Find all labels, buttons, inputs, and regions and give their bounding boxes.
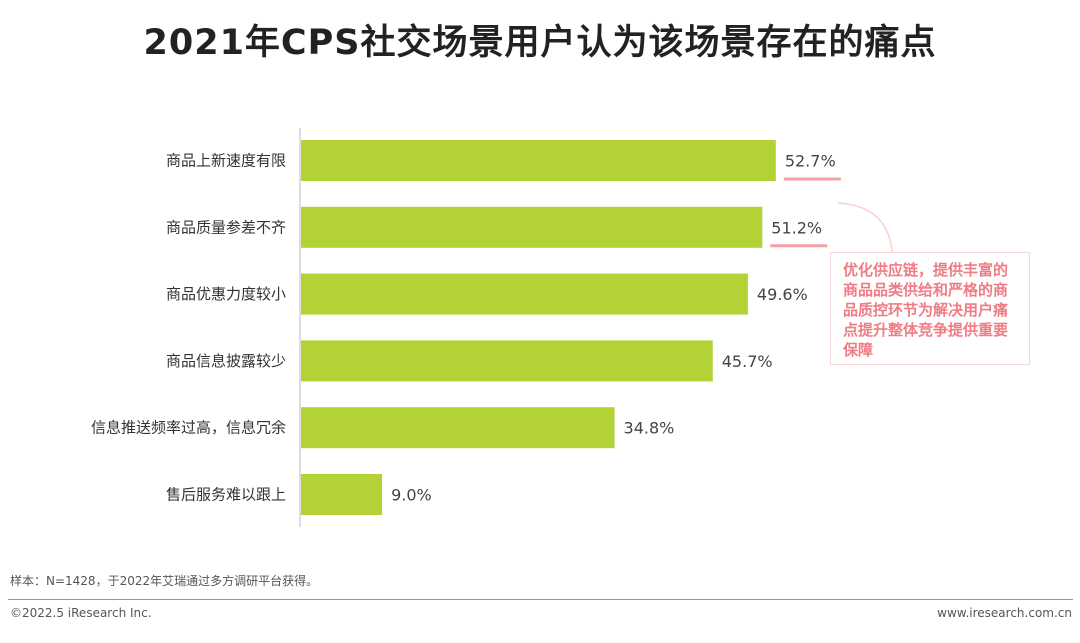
- bar: [301, 206, 763, 248]
- data-label: 49.6%: [757, 285, 808, 304]
- footer-divider: [8, 599, 1073, 600]
- copyright: ©2022.5 iResearch Inc.: [10, 606, 152, 620]
- category-label: 商品优惠力度较小: [166, 285, 286, 303]
- category-label: 商品上新速度有限: [166, 152, 286, 170]
- data-label: 34.8%: [624, 419, 675, 438]
- bar: [301, 273, 748, 315]
- bar: [301, 407, 615, 449]
- bar: [301, 140, 776, 181]
- data-label: 9.0%: [391, 486, 432, 505]
- bar: [301, 340, 713, 382]
- category-label: 商品质量参差不齐: [166, 218, 286, 236]
- website-link[interactable]: www.iresearch.com.cn: [937, 606, 1072, 620]
- annotation-connector: [837, 202, 893, 253]
- category-label: 商品信息披露较少: [166, 352, 286, 370]
- chart-title: 2021年CPS社交场景用户认为该场景存在的痛点: [143, 23, 937, 63]
- data-label: 51.2%: [771, 218, 822, 237]
- data-label: 45.7%: [722, 352, 773, 371]
- category-label: 售后服务难以跟上: [166, 486, 286, 504]
- category-label: 信息推送频率过高，信息冗余: [91, 419, 286, 437]
- sample-note: 样本：N=1428，于2022年艾瑞通过多方调研平台获得。: [10, 574, 319, 588]
- data-label: 52.7%: [785, 152, 836, 171]
- bar: [301, 474, 383, 515]
- annotation-box: 优化供应链，提供丰富的商品品类供给和严格的商品质控环节为解决用户痛点提升整体竞争…: [830, 252, 1030, 365]
